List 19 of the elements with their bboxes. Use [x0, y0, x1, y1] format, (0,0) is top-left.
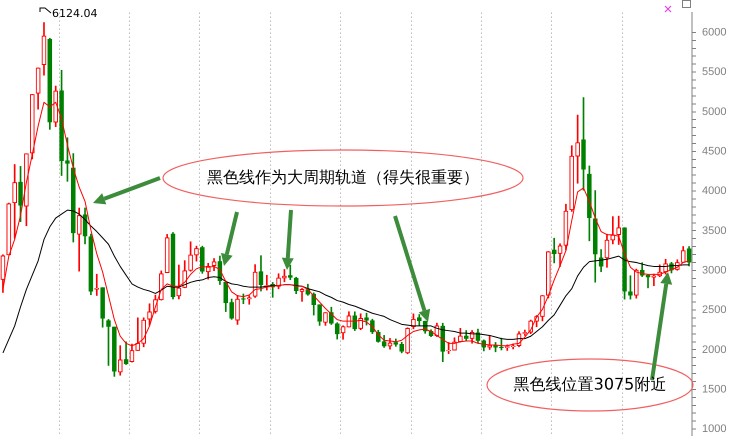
annotation: 6124.04 — [52, 7, 98, 20]
annotation: 黑色线作为大周期轨道（得失很重要） — [207, 168, 479, 188]
y-tick-label: 1500 — [702, 383, 726, 396]
candlestick — [628, 275, 633, 300]
candlestick — [300, 288, 304, 302]
y-tick-label: 1000 — [702, 423, 726, 436]
y-tick-label: 2500 — [702, 304, 726, 316]
y-tick-label: 5000 — [702, 106, 726, 118]
y-tick-label: 6000 — [702, 26, 726, 38]
candlestick — [282, 269, 287, 282]
y-tick-label: 3500 — [702, 224, 726, 237]
candlestick — [106, 319, 111, 366]
candlestick — [65, 137, 70, 182]
y-tick-label: 5500 — [702, 66, 726, 78]
y-tick-label: 2000 — [702, 344, 726, 356]
y-tick-label: 3000 — [702, 264, 726, 276]
y-tick-label: 4000 — [702, 185, 726, 198]
y-tick-label: 4500 — [702, 145, 726, 158]
annotation: 黑色线位置3075附近 — [514, 374, 666, 396]
